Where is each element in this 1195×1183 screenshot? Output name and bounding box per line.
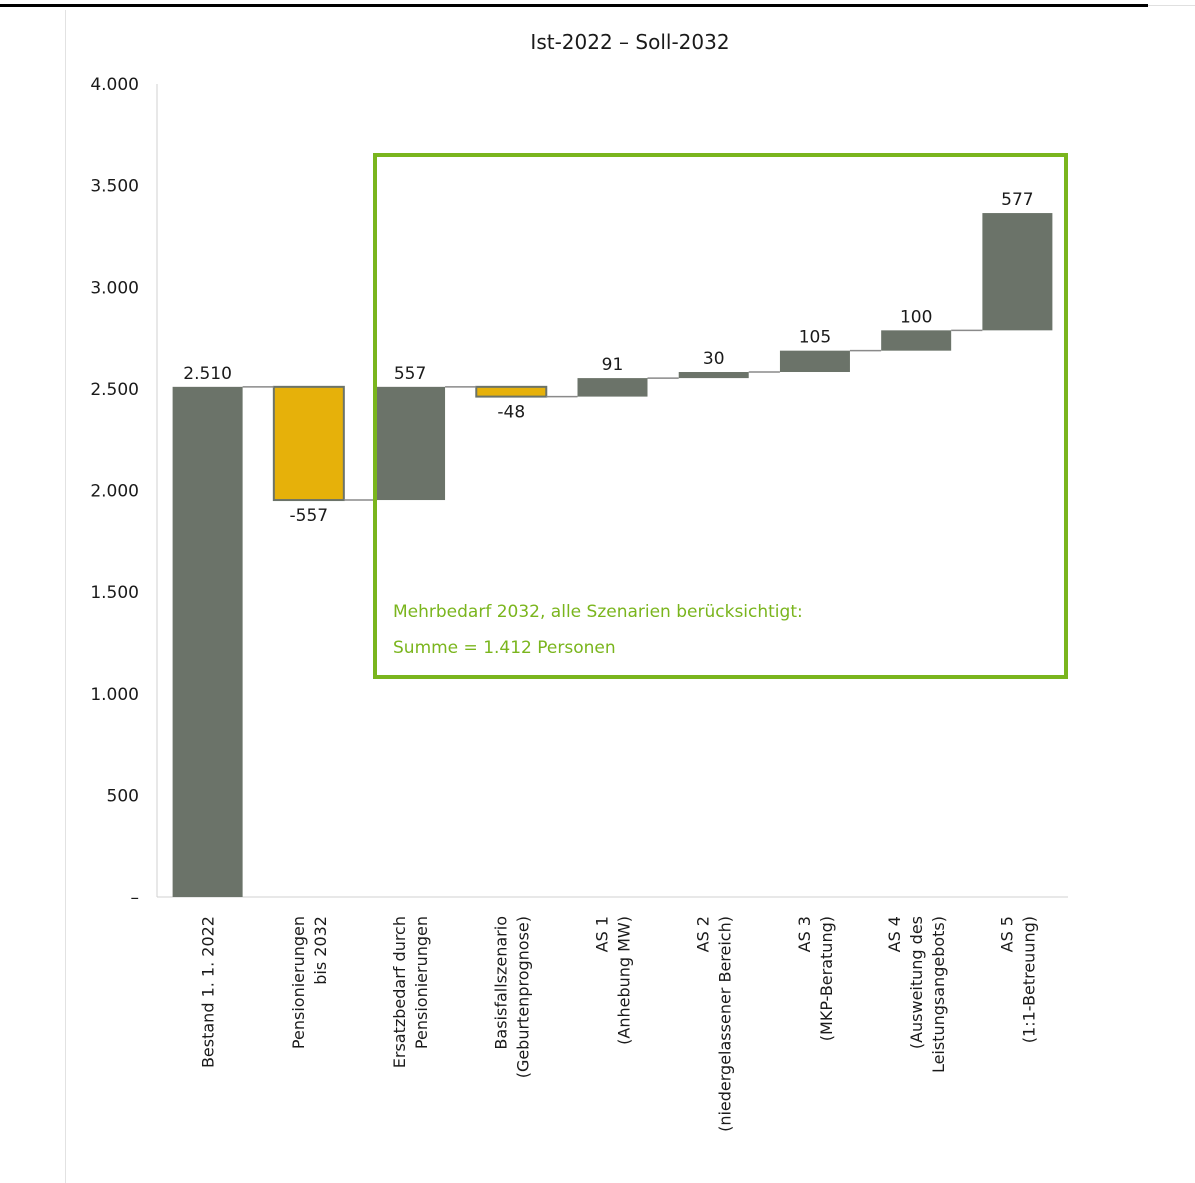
- y-tick-label: 500: [107, 786, 139, 806]
- y-tick-label: 4.000: [90, 75, 139, 95]
- annotation-text: Mehrbedarf 2032, alle Szenarien berücksi…: [393, 602, 803, 622]
- y-tick-label: –: [131, 888, 140, 908]
- category-label: AS 4 (Ausweitung des Leistungsangebots): [885, 916, 948, 1073]
- data-label: 91: [602, 355, 624, 375]
- bar: [678, 372, 749, 379]
- category-label: Bestand 1. 1. 2022: [199, 916, 218, 1068]
- category-label-line: Pensionierungen: [289, 916, 308, 1049]
- y-tick-label: 3.000: [90, 278, 139, 298]
- category-label-line: (1:1-Betreuung): [1019, 916, 1038, 1043]
- data-label: 100: [900, 307, 932, 327]
- chart-title: Ist-2022 – Soll-2032: [530, 30, 729, 54]
- connectors: [242, 329, 983, 501]
- data-label: 557: [394, 364, 426, 384]
- data-labels: 2.510 -557 557 -48 91 30 105 100 577: [183, 190, 1033, 526]
- bar: [375, 386, 446, 501]
- y-tick-label: 1.500: [90, 583, 139, 603]
- category-labels: Bestand 1. 1. 2022 Pensionierungen bis 203…: [199, 916, 1039, 1132]
- category-label-line: AS 4: [885, 916, 904, 952]
- category-label: AS 1 (Anhebung MW): [593, 916, 634, 1045]
- bar: [475, 385, 548, 398]
- top-rule-light: [1148, 5, 1195, 6]
- category-label: AS 5 (1:1-Betreuung): [997, 916, 1038, 1043]
- left-rule: [65, 10, 66, 1183]
- category-label-line: AS 5: [997, 916, 1016, 952]
- category-label: Ersatzbedarf durch Pensionierungen: [390, 916, 431, 1068]
- data-label: 105: [799, 328, 831, 348]
- annotation-frame: [373, 153, 1068, 679]
- y-tick-label: 3.500: [90, 177, 139, 197]
- data-label: 2.510: [183, 364, 232, 384]
- category-label: AS 2 (niedergelassener Bereich): [694, 916, 735, 1132]
- category-label-line: (niedergelassener Bereich): [716, 916, 735, 1132]
- data-label: 577: [1001, 190, 1033, 210]
- category-label-line: (Ausweitung des: [907, 916, 926, 1049]
- category-label-line: Bestand 1. 1. 2022: [199, 916, 218, 1068]
- y-tick-label: 1.000: [90, 685, 139, 705]
- bar: [172, 386, 243, 897]
- bars: [172, 213, 1053, 897]
- bar: [779, 350, 850, 373]
- category-label-line: (Anhebung MW): [615, 916, 634, 1045]
- category-label-line: Ersatzbedarf durch: [390, 916, 409, 1068]
- category-label-line: AS 3: [795, 916, 814, 952]
- axes: – 500 1.000 1.500 2.000 2.500 3.000 3.500 4.000: [90, 75, 1068, 908]
- bar: [577, 378, 648, 397]
- y-tick-label: 2.000: [90, 482, 139, 502]
- data-label: -48: [497, 403, 525, 423]
- annotation-box: Mehrbedarf 2032, alle Szenarien berücksi…: [373, 153, 1068, 679]
- top-rule: [0, 4, 1148, 7]
- annotation-text: Summe = 1.412 Personen: [393, 638, 616, 658]
- data-label: -557: [290, 506, 329, 526]
- category-label-line: AS 1: [593, 916, 612, 952]
- category-label-line: (Geburtenprognose): [513, 916, 532, 1078]
- category-label: AS 3 (MKP-Beratung): [795, 916, 836, 1041]
- category-label: Basisfallszenario (Geburtenprognose): [491, 916, 532, 1078]
- category-label-line: Pensionierungen: [412, 916, 431, 1049]
- category-label-line: (MKP-Beratung): [817, 916, 836, 1041]
- category-label-line: Leistungsangebots): [929, 916, 948, 1073]
- bar: [881, 330, 952, 351]
- y-tick-label: 2.500: [90, 380, 139, 400]
- category-label: Pensionierungen bis 2032: [289, 916, 330, 1049]
- category-label-line: Basisfallszenario: [491, 916, 510, 1050]
- bar: [272, 385, 345, 502]
- category-label-line: bis 2032: [311, 916, 330, 985]
- category-label-line: AS 2: [694, 916, 713, 952]
- bar: [982, 213, 1053, 331]
- data-label: 30: [703, 349, 725, 369]
